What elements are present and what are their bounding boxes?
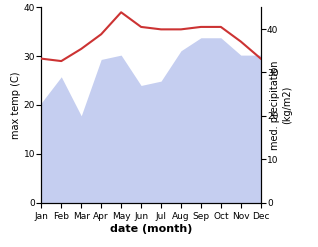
Y-axis label: max temp (C): max temp (C) (11, 71, 21, 139)
X-axis label: date (month): date (month) (110, 224, 192, 234)
Y-axis label: med. precipitation
(kg/m2): med. precipitation (kg/m2) (271, 60, 292, 150)
